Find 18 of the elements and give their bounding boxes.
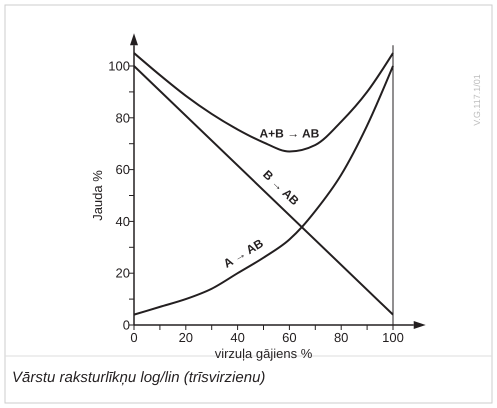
y-tick-label: 20	[116, 266, 130, 281]
x-axis-title: virzuļa gājiens %	[214, 346, 313, 361]
x-tick-label: 100	[382, 330, 404, 345]
x-tick-label: 20	[178, 330, 194, 345]
text: B → AB	[260, 167, 302, 208]
y-tick-label: 100	[108, 58, 130, 74]
x-tick-label: 40	[230, 330, 245, 345]
y-axis-title: Jauda %	[90, 170, 105, 221]
x-tick-label: 80	[334, 330, 348, 345]
y-tick-label: 0	[122, 318, 130, 332]
y-tick-label: 40	[116, 214, 130, 229]
y-tick-label: 80	[116, 110, 130, 126]
y-tick-label: 60	[116, 162, 130, 178]
x-tick-label: 60	[282, 330, 297, 345]
text: V.G.117.1/01	[472, 74, 482, 126]
text: A → AB	[220, 236, 266, 271]
series-label: A+B → AB	[259, 126, 320, 140]
text: Vārstu raksturlīkņu log/lin (trīsvirzienu)	[12, 369, 266, 386]
